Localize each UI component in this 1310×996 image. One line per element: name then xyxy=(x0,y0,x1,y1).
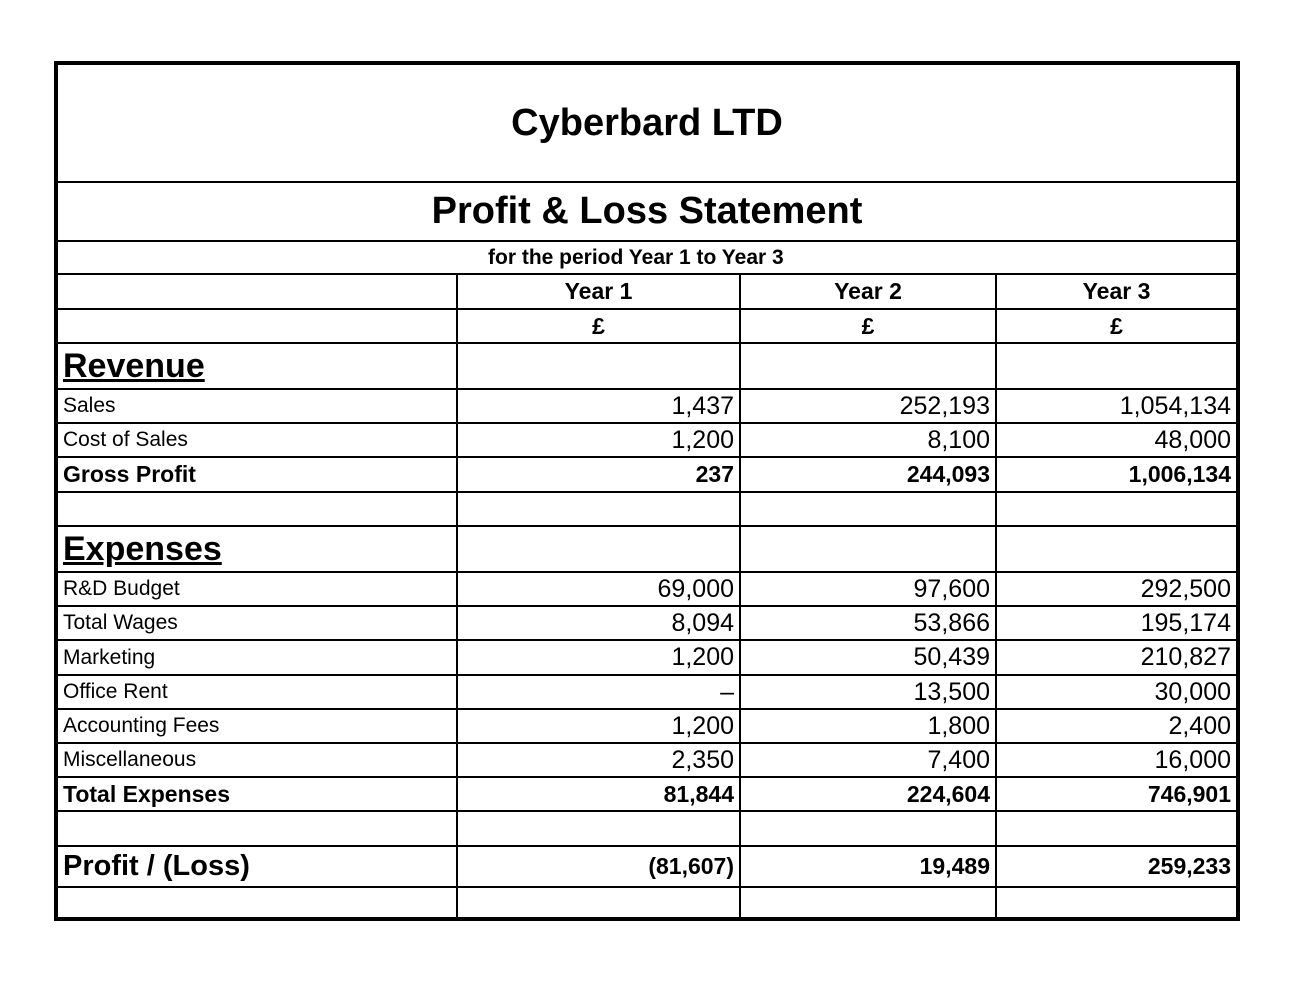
year-2-header: Year 2 xyxy=(739,275,995,308)
empty-cell xyxy=(995,888,1236,917)
miscellaneous-year-3: 16,000 xyxy=(995,744,1236,776)
total-expenses-year-2: 224,604 xyxy=(739,778,995,810)
empty-cell xyxy=(739,344,995,388)
empty-cell xyxy=(456,888,739,917)
office-rent-year-1: – xyxy=(456,676,739,708)
empty-cell xyxy=(58,888,456,917)
empty-cell xyxy=(456,527,739,571)
row-label-total-wages: Total Wages xyxy=(63,611,178,634)
marketing-year-1: 1,200 xyxy=(456,641,739,674)
table-row: Marketing 1,200 50,439 210,827 xyxy=(58,641,1236,676)
total-wages-year-1: 8,094 xyxy=(456,607,739,639)
cost-of-sales-year-3: 48,000 xyxy=(995,424,1236,456)
revenue-heading-row: Revenue xyxy=(58,344,1236,390)
blank-row xyxy=(58,812,1236,847)
empty-cell xyxy=(456,344,739,388)
row-label-miscellaneous: Miscellaneous xyxy=(63,748,197,771)
profit-loss-row: Profit / (Loss) (81,607) 19,489 259,233 xyxy=(58,847,1236,888)
row-label-total-expenses: Total Expenses xyxy=(63,780,231,807)
row-label-office-rent: Office Rent xyxy=(63,680,168,703)
revenue-heading: Revenue xyxy=(63,347,205,385)
gross-profit-year-1: 237 xyxy=(456,458,739,491)
table-row: Accounting Fees 1,200 1,800 2,400 xyxy=(58,710,1236,744)
miscellaneous-year-1: 2,350 xyxy=(456,744,739,776)
currency-row: £ £ £ xyxy=(58,310,1236,344)
table-row: Miscellaneous 2,350 7,400 16,000 xyxy=(58,744,1236,778)
empty-cell xyxy=(739,527,995,571)
blank-row xyxy=(58,493,1236,527)
total-wages-year-3: 195,174 xyxy=(995,607,1236,639)
empty-cell xyxy=(456,493,739,525)
statement-title-row: Profit & Loss Statement xyxy=(58,183,1236,242)
empty-cell xyxy=(58,493,456,525)
company-row: Cyberbard LTD xyxy=(58,65,1236,183)
total-expenses-row: Total Expenses 81,844 224,604 746,901 xyxy=(58,778,1236,812)
total-expenses-year-3: 746,901 xyxy=(995,778,1236,810)
profit-loss-year-1: (81,607) xyxy=(456,847,739,886)
gross-profit-row: Gross Profit 237 244,093 1,006,134 xyxy=(58,458,1236,493)
period-row: for the period Year 1 to Year 3 xyxy=(58,242,1236,275)
company-name: Cyberbard LTD xyxy=(511,101,783,144)
accounting-fees-year-2: 1,800 xyxy=(739,710,995,742)
period-blank-cell: for the period Year 1 to Year 3 xyxy=(58,242,1236,273)
rd-budget-year-1: 69,000 xyxy=(456,573,739,605)
year-3-currency: £ xyxy=(995,310,1236,342)
empty-cell xyxy=(995,527,1236,571)
empty-cell xyxy=(995,812,1236,845)
sales-year-2: 252,193 xyxy=(739,390,995,422)
sales-year-3: 1,054,134 xyxy=(995,390,1236,422)
total-expenses-year-1: 81,844 xyxy=(456,778,739,810)
empty-cell xyxy=(739,493,995,525)
expenses-heading-row: Expenses xyxy=(58,527,1236,573)
row-label-sales: Sales xyxy=(63,394,116,417)
statement-title: Profit & Loss Statement xyxy=(431,190,863,232)
sales-year-1: 1,437 xyxy=(456,390,739,422)
gross-profit-year-2: 244,093 xyxy=(739,458,995,491)
empty-cell xyxy=(739,812,995,845)
cost-of-sales-year-2: 8,100 xyxy=(739,424,995,456)
year-1-header: Year 1 xyxy=(456,275,739,308)
expenses-heading: Expenses xyxy=(63,530,222,568)
row-label-marketing: Marketing xyxy=(63,645,156,669)
table-row: Office Rent – 13,500 30,000 xyxy=(58,676,1236,710)
profit-loss-year-2: 19,489 xyxy=(739,847,995,886)
blank-row xyxy=(58,888,1236,917)
empty-cell xyxy=(995,493,1236,525)
accounting-fees-year-3: 2,400 xyxy=(995,710,1236,742)
rd-budget-year-2: 97,600 xyxy=(739,573,995,605)
year-header-row: Year 1 Year 2 Year 3 xyxy=(58,275,1236,310)
currency-blank xyxy=(58,310,456,342)
year-3-header: Year 3 xyxy=(995,275,1236,308)
office-rent-year-3: 30,000 xyxy=(995,676,1236,708)
empty-cell xyxy=(456,812,739,845)
year-header-blank xyxy=(58,275,456,308)
year-2-currency: £ xyxy=(739,310,995,342)
miscellaneous-year-2: 7,400 xyxy=(739,744,995,776)
row-label-gross-profit: Gross Profit xyxy=(63,461,196,487)
empty-cell xyxy=(995,344,1236,388)
row-label-accounting-fees: Accounting Fees xyxy=(63,714,220,737)
row-label-cost-of-sales: Cost of Sales xyxy=(63,428,188,451)
total-wages-year-2: 53,866 xyxy=(739,607,995,639)
row-label-rd-budget: R&D Budget xyxy=(63,577,180,600)
profit-loss-statement-table: Cyberbard LTD Profit & Loss Statement fo… xyxy=(54,61,1240,921)
period-text: for the period Year 1 to Year 3 xyxy=(488,245,784,269)
marketing-year-3: 210,827 xyxy=(995,641,1236,674)
table-row: Cost of Sales 1,200 8,100 48,000 xyxy=(58,424,1236,458)
cost-of-sales-year-1: 1,200 xyxy=(456,424,739,456)
office-rent-year-2: 13,500 xyxy=(739,676,995,708)
table-row: R&D Budget 69,000 97,600 292,500 xyxy=(58,573,1236,607)
row-label-profit-loss: Profit / (Loss) xyxy=(63,850,250,882)
empty-cell xyxy=(58,812,456,845)
gross-profit-year-3: 1,006,134 xyxy=(995,458,1236,491)
rd-budget-year-3: 292,500 xyxy=(995,573,1236,605)
year-1-currency: £ xyxy=(456,310,739,342)
empty-cell xyxy=(739,888,995,917)
table-row: Total Wages 8,094 53,866 195,174 xyxy=(58,607,1236,641)
table-row: Sales 1,437 252,193 1,054,134 xyxy=(58,390,1236,424)
marketing-year-2: 50,439 xyxy=(739,641,995,674)
accounting-fees-year-1: 1,200 xyxy=(456,710,739,742)
profit-loss-year-3: 259,233 xyxy=(995,847,1236,886)
